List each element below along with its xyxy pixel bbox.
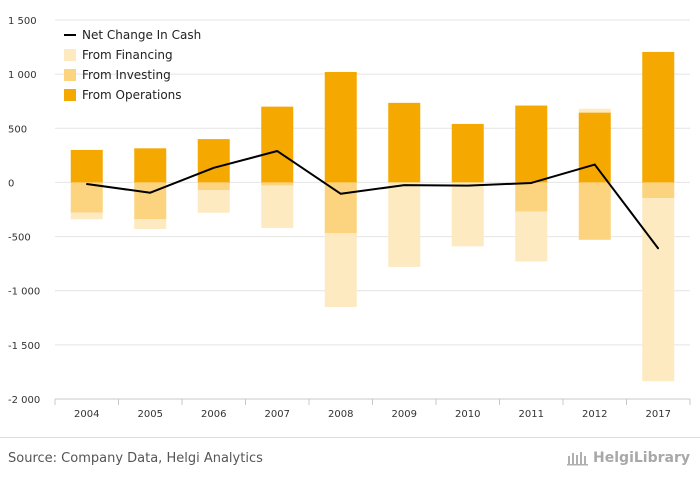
- x-tick-label-2008: 2008: [328, 409, 353, 420]
- y-tick-label: 500: [8, 124, 27, 135]
- bar-from-financing-2008: [324, 233, 357, 307]
- y-tick-label: 0: [8, 178, 14, 189]
- footer-divider: [0, 437, 700, 438]
- library-icon: [567, 452, 589, 466]
- cash-flow-chart: 1 500 1 000 500 0 -500 -1 000 -1 500 -2 000 2004…: [8, 16, 691, 420]
- net-change-point-2010: [466, 184, 469, 187]
- bar-from-financing-2006: [197, 190, 230, 213]
- x-tick-label-2017: 2017: [646, 409, 671, 420]
- bar-from-operations-2012: [578, 112, 611, 183]
- x-tick-label-2005: 2005: [138, 409, 163, 420]
- net-change-point-2004: [85, 183, 88, 185]
- bar-from-financing-2009: [388, 182, 421, 267]
- legend-swatch-from-financing: [64, 49, 76, 61]
- bar-from-financing-2017: [642, 198, 675, 382]
- y-tick-label: -1 500: [8, 341, 40, 352]
- bar-from-investing-2012: [578, 182, 611, 240]
- net-change-point-2005: [149, 191, 152, 194]
- y-tick-label: 1 500: [8, 16, 37, 27]
- net-change-point-2017: [657, 247, 660, 250]
- bar-from-operations-2009: [388, 102, 421, 183]
- x-tick-label-2010: 2010: [455, 409, 480, 420]
- bar-from-financing-2004: [70, 212, 103, 220]
- bar-from-investing-2008: [324, 182, 357, 234]
- net-change-point-2012: [593, 163, 596, 166]
- x-tick-label-2012: 2012: [582, 409, 607, 420]
- source-note: Source: Company Data, Helgi Analytics: [8, 451, 263, 466]
- brand-logo: HelgiLibrary: [567, 450, 690, 466]
- bar-from-investing-2007: [261, 182, 294, 186]
- axes: 1 500 1 000 500 0 -500 -1 000 -1 500 -2 000 2004…: [8, 16, 691, 420]
- bar-from-operations-2017: [642, 51, 675, 183]
- bar-from-operations-2006: [197, 139, 230, 183]
- legend: Net Change In Cash From Financing From Inv…: [64, 28, 201, 102]
- bar-from-operations-2011: [515, 105, 548, 183]
- x-tick-label-2004: 2004: [74, 409, 99, 420]
- legend-swatch-from-investing: [64, 69, 76, 81]
- bar-from-operations-2004: [70, 149, 103, 183]
- bar-from-investing-2004: [70, 182, 103, 213]
- legend-label-from-investing: From Investing: [82, 68, 171, 82]
- y-tick-label: 1 000: [8, 70, 37, 81]
- net-change-polyline: [86, 150, 660, 250]
- x-tick-label-2006: 2006: [201, 409, 226, 420]
- y-tick-label: -1 000: [8, 287, 40, 298]
- net-change-line: [85, 150, 660, 250]
- x-tick-label-2009: 2009: [392, 409, 417, 420]
- bar-from-financing-2010: [451, 182, 484, 247]
- bars: [70, 51, 675, 382]
- bar-from-financing-2007: [261, 185, 294, 228]
- bar-from-financing-2005: [134, 219, 167, 229]
- net-change-point-2008: [339, 192, 342, 195]
- legend-swatch-from-operations: [64, 89, 76, 101]
- bar-from-investing-2006: [197, 182, 230, 191]
- brand-label: HelgiLibrary: [593, 450, 690, 466]
- net-change-point-2011: [530, 182, 533, 184]
- net-change-point-2009: [403, 184, 406, 186]
- bar-from-investing-2017: [642, 182, 675, 199]
- legend-label-from-operations: From Operations: [82, 88, 182, 102]
- bar-from-operations-2008: [324, 71, 357, 183]
- bar-from-operations-2010: [451, 123, 484, 183]
- bar-from-investing-2011: [515, 182, 548, 212]
- x-tick-label-2007: 2007: [265, 409, 290, 420]
- bar-from-financing-2011: [515, 211, 548, 262]
- bar-from-operations-2005: [134, 148, 167, 183]
- net-change-point-2007: [276, 150, 279, 152]
- y-tick-label: -500: [8, 233, 31, 244]
- x-tick-label-2011: 2011: [519, 409, 544, 420]
- legend-label-from-financing: From Financing: [82, 48, 173, 62]
- y-tick-label: -2 000: [8, 395, 40, 406]
- bar-from-operations-2007: [261, 106, 294, 183]
- legend-label-net-change-in-cash: Net Change In Cash: [82, 28, 201, 42]
- net-change-point-2006: [212, 167, 215, 169]
- bar-from-financing-2012: [578, 108, 611, 113]
